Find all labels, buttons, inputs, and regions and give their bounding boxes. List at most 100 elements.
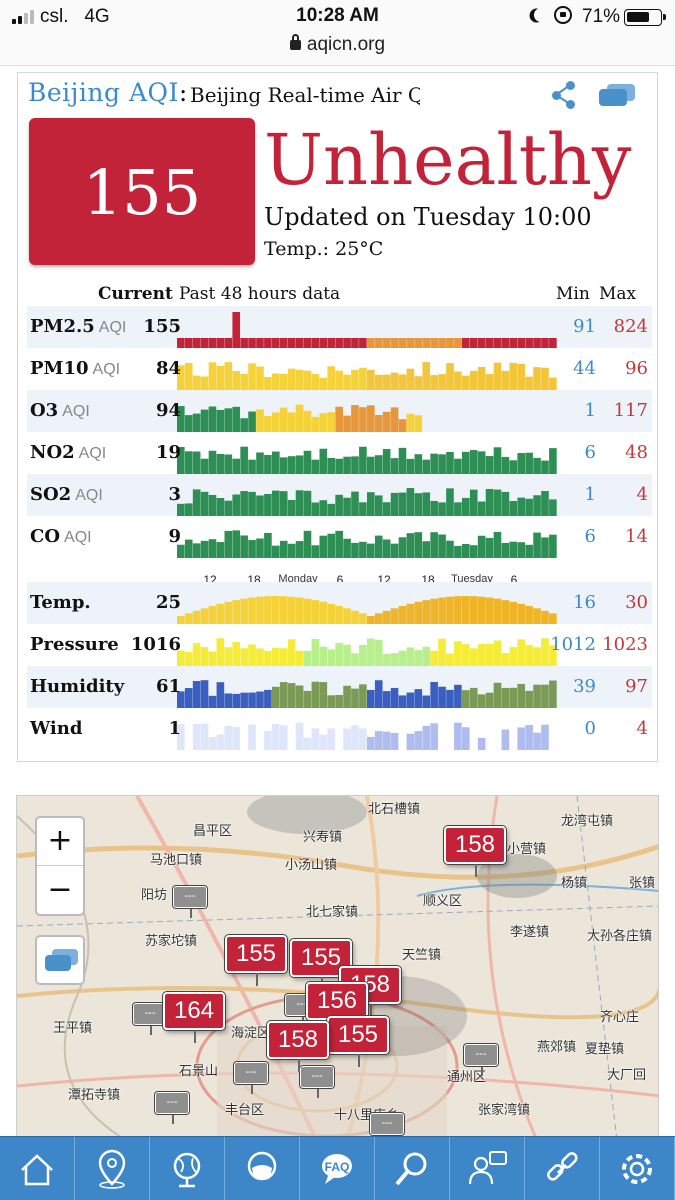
home-icon: [21, 1154, 53, 1186]
map-place-label: 天竺镇: [402, 948, 442, 963]
station-marker-no-data[interactable]: ---: [133, 1003, 167, 1035]
map-place-label: 顺义区: [423, 894, 463, 909]
aqi-card: Beijing AQI: Beijing Real-time Air Quali…: [17, 72, 658, 762]
battery-percent: 71%: [582, 6, 621, 27]
station-aqi-marker[interactable]: 158: [444, 826, 506, 877]
map-place-label: 通州区: [447, 1070, 487, 1085]
header-current: Current: [98, 284, 173, 304]
updated-time: Updated on Tuesday 10:00: [264, 203, 592, 231]
row-max-value: 96: [625, 358, 648, 379]
station-marker-no-data[interactable]: ---: [155, 1092, 189, 1124]
pollutant-row[interactable]: CO AQI 9 6 14: [27, 516, 652, 558]
map-place-label: 潭拓寺镇: [68, 1088, 121, 1103]
row-max-value: 48: [625, 442, 648, 463]
address-bar[interactable]: aqicn.org: [0, 34, 675, 56]
map-place-label: 燕郊镇: [537, 1040, 577, 1055]
history-bar-chart: [177, 596, 557, 624]
station-aqi-marker[interactable]: 158: [267, 1021, 329, 1072]
station-aqi-marker[interactable]: 155: [327, 1016, 389, 1067]
row-min-value: 91: [573, 316, 596, 337]
nav-button-gear[interactable]: [600, 1137, 675, 1200]
row-current-value: 9: [168, 526, 181, 547]
card-subtitle: Beijing Real-time Air Quality: [190, 83, 420, 107]
row-name: SO2 AQI: [30, 484, 103, 505]
share-icon[interactable]: [552, 81, 578, 109]
svg-text:FAQ: FAQ: [325, 1160, 350, 1174]
station-aqi-marker[interactable]: 156: [306, 982, 368, 1033]
row-min-value: 44: [573, 358, 596, 379]
pollutant-row[interactable]: Wind 1 0 4: [27, 708, 652, 750]
station-marker-no-data[interactable]: ---: [300, 1066, 334, 1098]
row-current-value: 94: [155, 400, 181, 421]
row-min-value: 1: [584, 400, 596, 421]
nav-button-globe[interactable]: [150, 1137, 225, 1200]
zoom-in-button[interactable]: +: [37, 818, 83, 866]
row-current-value: 1: [168, 718, 181, 739]
station-marker-no-data[interactable]: ---: [234, 1062, 268, 1094]
row-name: CO AQI: [30, 526, 92, 547]
gear-icon: [622, 1154, 652, 1184]
header-min: Min: [556, 284, 590, 304]
map-place-label: 夏垫镇: [585, 1042, 625, 1057]
pollutant-row[interactable]: Humidity 61 39 97: [27, 666, 652, 708]
pollutant-row[interactable]: PM2.5 AQI 155 91 824: [27, 306, 652, 348]
nav-button-mask[interactable]: [225, 1137, 300, 1200]
row-min-value: 6: [584, 442, 596, 463]
row-name: Temp.: [30, 592, 91, 613]
search-icon: [395, 1152, 427, 1186]
map-place-label: 兴寿镇: [303, 830, 343, 845]
pollutant-row[interactable]: PM10 AQI 84 44 96: [27, 348, 652, 390]
map-place-label: 李遂镇: [510, 925, 550, 940]
nav-button-link[interactable]: [525, 1137, 600, 1200]
row-current-value: 25: [155, 592, 181, 613]
station-aqi-marker[interactable]: 164: [163, 992, 225, 1043]
nav-button-chat[interactable]: [450, 1137, 525, 1200]
row-max-value: 1023: [602, 634, 648, 655]
nav-button-search[interactable]: [375, 1137, 450, 1200]
row-name: O3 AQI: [30, 400, 90, 421]
aqi-value: 155: [82, 156, 202, 229]
pollutant-row[interactable]: O3 AQI 94 1 117: [27, 390, 652, 432]
pollutant-row[interactable]: SO2 AQI 3 1 4: [27, 474, 652, 516]
map-layers-button[interactable]: [35, 935, 85, 985]
row-name: Humidity: [30, 676, 125, 697]
battery-icon: [624, 9, 666, 26]
signal-strength-icon: [12, 10, 38, 24]
zoom-control: + −: [35, 816, 85, 916]
station-aqi-marker[interactable]: 155: [290, 939, 352, 990]
map-place-label: 齐心庄: [600, 1010, 640, 1025]
history-bar-chart: [177, 446, 557, 474]
row-name: PM2.5 AQI: [30, 316, 127, 337]
carrier-label: csl. 4G: [40, 6, 110, 27]
map-place-label: 丰台区: [225, 1103, 265, 1118]
zoom-out-button[interactable]: −: [47, 872, 73, 907]
map-place-label: 海淀区: [231, 1026, 271, 1041]
nav-button-faq[interactable]: FAQ: [300, 1137, 375, 1200]
layers-icon[interactable]: [599, 84, 635, 106]
stations-map[interactable]: 昌平区 北石槽镇 龙湾屯镇 兴寿镇 马池口镇 小汤山镇 小营镇 阳坊 杨镇 张镇 北七家镇 顺义区 苏家…: [16, 795, 659, 1140]
pollutant-row[interactable]: NO2 AQI 19 6 48: [27, 432, 652, 474]
url-text: aqicn.org: [306, 34, 386, 55]
station-aqi-marker[interactable]: 155: [225, 935, 287, 986]
map-place-label: 马池口镇: [150, 853, 203, 868]
nav-button-location-pin[interactable]: [75, 1137, 150, 1200]
history-bar-chart: [177, 362, 557, 390]
pollutant-row[interactable]: Temp. 25 16 30: [27, 582, 652, 624]
map-place-label: 杨镇: [561, 876, 588, 891]
station-marker-no-data[interactable]: ---: [464, 1044, 498, 1076]
history-bar-chart: [177, 312, 557, 348]
lock-icon: [289, 34, 301, 50]
city-aqi-title[interactable]: Beijing AQI:: [28, 78, 188, 107]
row-current-value: 19: [155, 442, 181, 463]
station-marker-no-data[interactable]: ---: [173, 886, 207, 918]
map-place-label: 北石槽镇: [368, 802, 421, 817]
pollutant-row[interactable]: Pressure 1016 1012 1023: [27, 624, 652, 666]
map-place-label: 北七家镇: [306, 905, 359, 920]
axis-tick-label: 6: [336, 573, 344, 587]
nav-button-home[interactable]: [0, 1137, 75, 1200]
station-marker-no-data[interactable]: ---: [370, 1113, 404, 1139]
row-max-value: 14: [625, 526, 648, 547]
history-bar-chart: [177, 404, 423, 432]
row-max-value: 97: [625, 676, 648, 697]
globe-icon: [173, 1152, 201, 1188]
